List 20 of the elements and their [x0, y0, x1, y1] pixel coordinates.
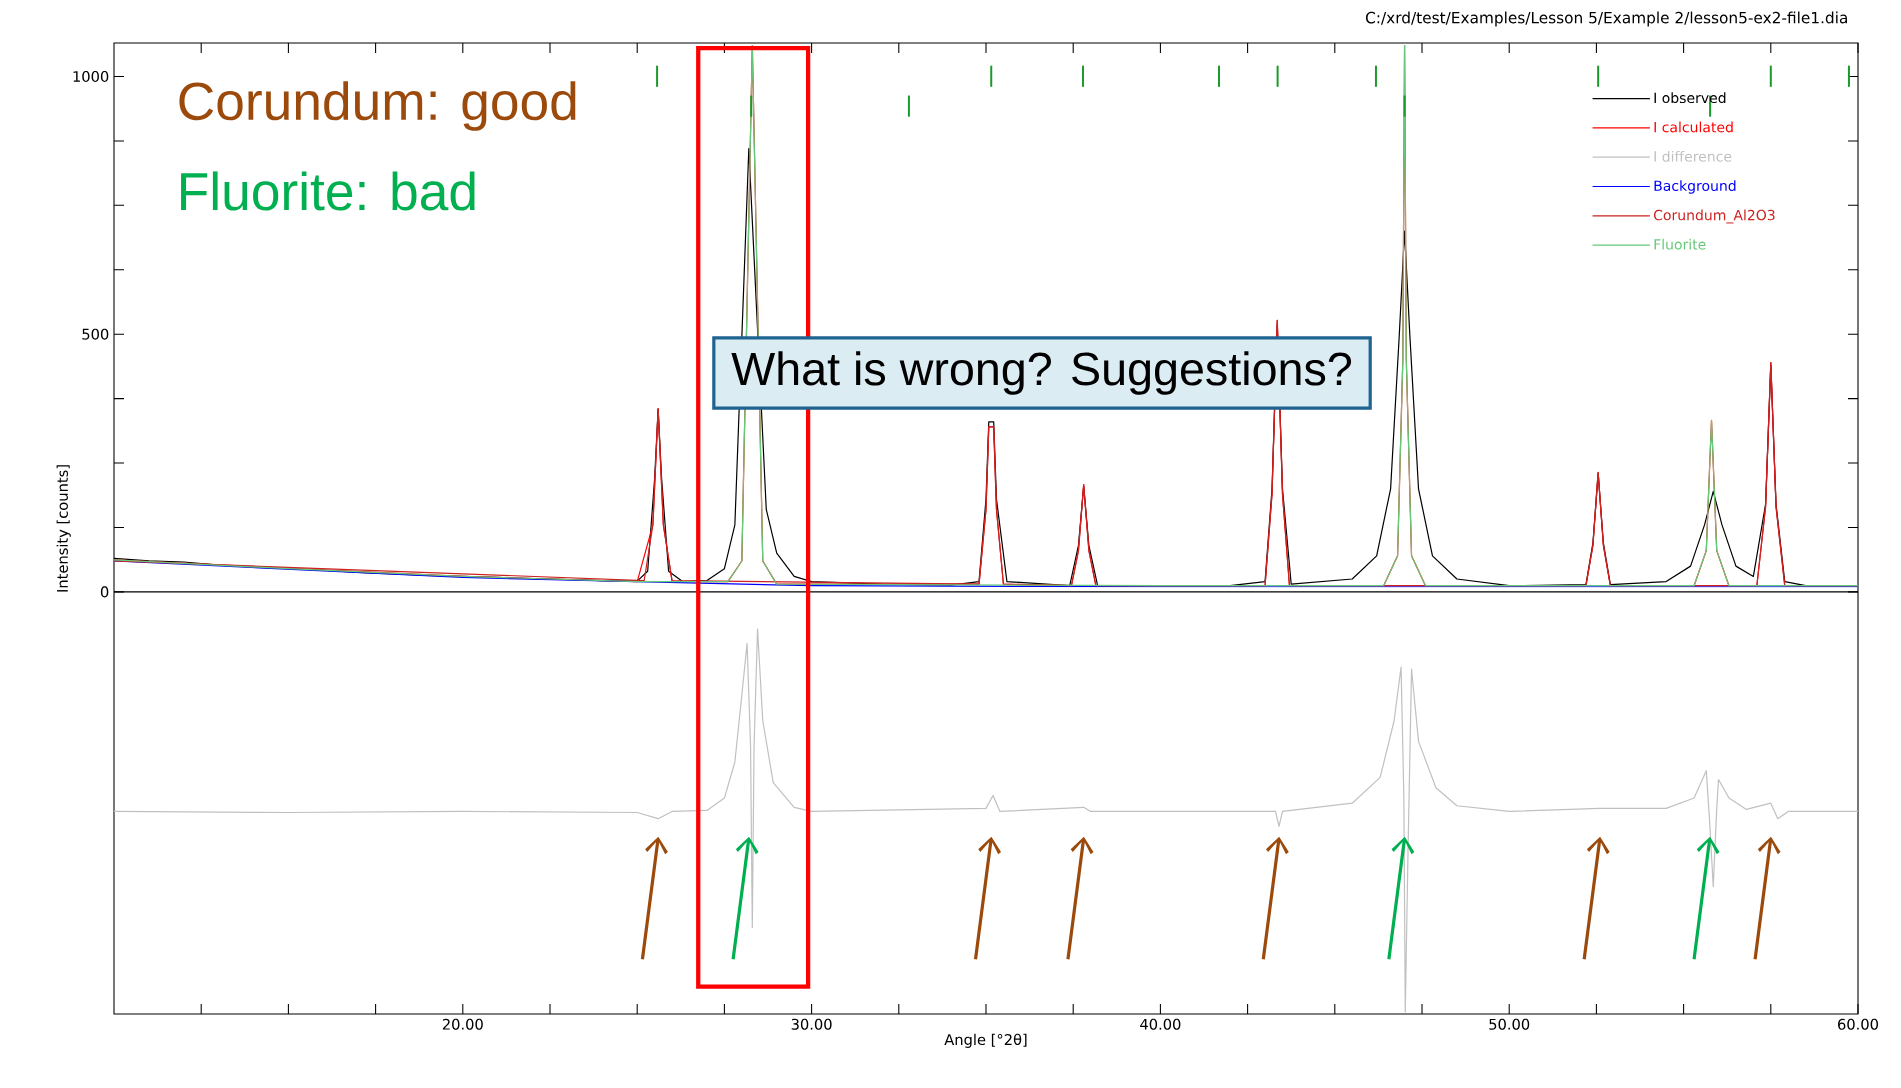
annotation: Fluorite: bad — [181, 171, 475, 211]
x-tick-label: 20.00 — [442, 1018, 483, 1030]
annotation: What is wrong? Suggestions? — [731, 351, 1352, 395]
x-tick-label: 60.00 — [1838, 1018, 1878, 1030]
x-tick-label: 30.00 — [791, 1018, 832, 1030]
x-tick-label: 50.00 — [1489, 1018, 1530, 1030]
legend-label: I difference — [1654, 150, 1732, 162]
text: C:/xrd/test/Examples/Lesson 5/Example 2/lesson5-ex2-file1.dia — [1365, 11, 1847, 27]
legend-label: I observed — [1654, 92, 1726, 104]
legend-label: I calculated — [1654, 121, 1733, 133]
y-tick-label: 0 — [100, 586, 109, 598]
legend-label: Corundum_Al2O3 — [1653, 209, 1775, 224]
legend-label: Background — [1654, 180, 1736, 194]
x-tick-label: 40.00 — [1140, 1018, 1181, 1030]
annotation: Corundum: good — [179, 81, 576, 131]
y-tick-label: 1000 — [73, 70, 109, 83]
y-tick-label: 500 — [82, 328, 109, 340]
x-axis-title: Angle [°2θ] — [944, 1033, 1027, 1048]
y-axis-title: Intensity [counts] — [56, 465, 71, 592]
legend-label: Fluorite — [1654, 238, 1706, 250]
